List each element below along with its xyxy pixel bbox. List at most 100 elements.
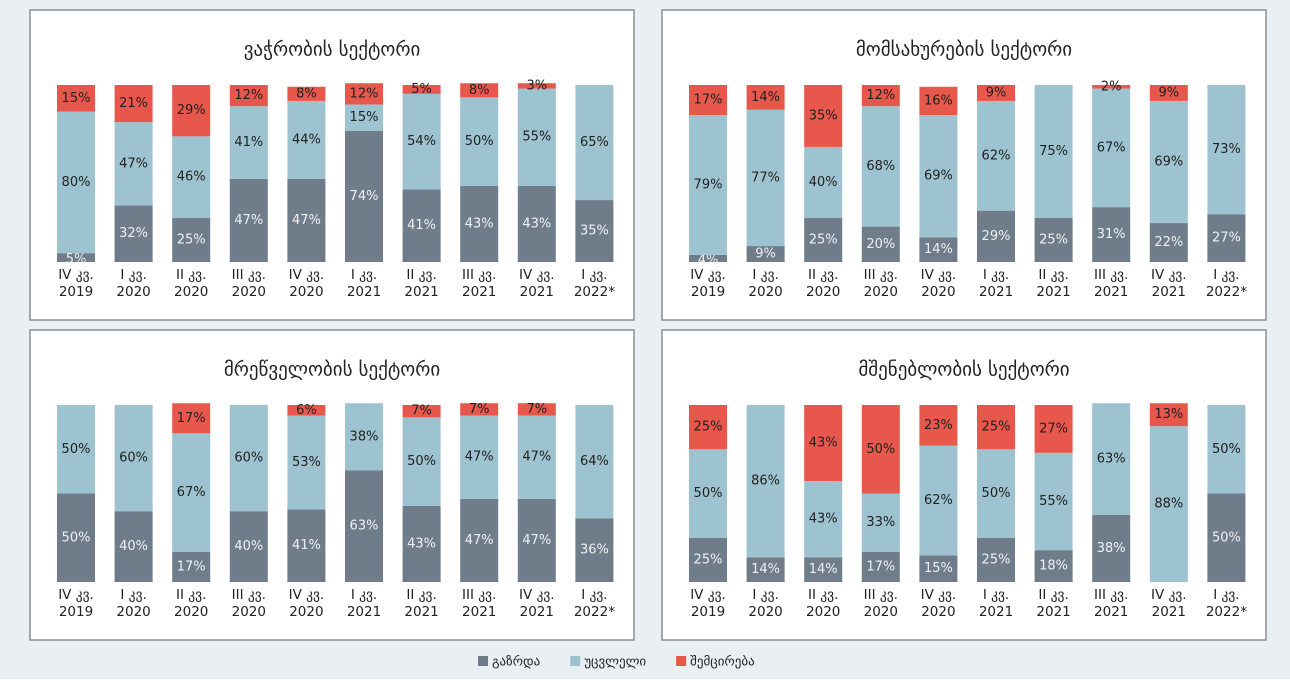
bar-segment <box>861 551 900 582</box>
bar-segment <box>689 85 727 116</box>
x-tick-label: IV კვ. <box>1151 267 1187 283</box>
data-label: 7% <box>469 402 490 417</box>
data-label: 50% <box>62 442 91 457</box>
bar-segment <box>517 403 556 416</box>
data-label: 64% <box>580 454 609 469</box>
bar-segment <box>345 83 383 105</box>
bar-segment <box>172 85 211 137</box>
data-label: 79% <box>694 178 723 193</box>
x-tick-label: IV კვ. <box>289 267 325 283</box>
bar-segment <box>977 405 1015 450</box>
data-label: 35% <box>580 224 609 239</box>
bar-segment <box>1034 85 1073 218</box>
bar-segment <box>689 405 727 450</box>
bar-segment <box>1149 100 1188 224</box>
x-tick-label: III კვ. <box>462 587 496 603</box>
data-label: 32% <box>119 226 148 241</box>
x-tick-label: 2021 <box>1152 604 1186 620</box>
x-tick-label: II კვ. <box>808 587 838 603</box>
data-label: 86% <box>751 474 780 489</box>
data-label: 43% <box>522 216 551 231</box>
x-tick-label: II კვ. <box>176 267 206 283</box>
data-label: 50% <box>1212 530 1241 545</box>
chart-title: მომსახურების სექტორი <box>856 39 1072 61</box>
x-tick-label: 2020 <box>748 604 782 620</box>
x-tick-label: I კვ. <box>983 267 1009 283</box>
data-label: 50% <box>62 530 91 545</box>
data-label: 17% <box>177 411 206 426</box>
data-label: 47% <box>465 450 494 465</box>
bar-segment <box>1149 85 1188 101</box>
bar-segment <box>287 509 326 582</box>
data-label: 12% <box>866 88 895 103</box>
data-label: 17% <box>177 559 206 574</box>
data-label: 23% <box>924 418 953 433</box>
data-label: 43% <box>407 536 436 551</box>
data-label: 47% <box>119 156 148 171</box>
bar-segment <box>1207 493 1246 582</box>
x-tick-label: 2020 <box>289 284 323 300</box>
x-tick-label: 2021 <box>1152 284 1186 300</box>
bar-segment <box>804 405 843 482</box>
data-label: 14% <box>924 242 953 257</box>
data-label: 46% <box>177 170 206 185</box>
data-label: 27% <box>1212 231 1241 246</box>
data-label: 50% <box>866 442 895 457</box>
x-tick-label: IV კვ. <box>58 267 94 283</box>
data-label: 7% <box>526 402 547 417</box>
x-tick-label: I კვ. <box>581 587 607 603</box>
data-label: 7% <box>411 404 432 419</box>
data-label: 40% <box>234 539 263 554</box>
x-tick-label: III კვ. <box>864 587 898 603</box>
x-tick-label: I კვ. <box>983 587 1009 603</box>
data-label: 43% <box>809 512 838 527</box>
bar-segment <box>57 85 95 112</box>
bar-segment <box>919 405 958 446</box>
data-label: 67% <box>1097 140 1126 155</box>
data-label: 53% <box>292 455 321 470</box>
data-label: 47% <box>292 213 321 228</box>
data-label: 22% <box>1154 235 1183 250</box>
bar-segment <box>517 83 556 89</box>
data-label: 16% <box>924 93 953 108</box>
legend-label: უცვლელი <box>584 655 646 670</box>
data-label: 2% <box>1101 79 1122 94</box>
bar-segment <box>114 85 153 123</box>
x-tick-label: I კვ. <box>1213 587 1239 603</box>
data-label: 74% <box>350 189 379 204</box>
data-label: 73% <box>1212 142 1241 157</box>
data-label: 43% <box>465 216 494 231</box>
bar-segment <box>861 106 900 227</box>
data-label: 14% <box>751 562 780 577</box>
data-label: 41% <box>407 218 436 233</box>
x-tick-label: IV კვ. <box>519 267 555 283</box>
data-label: 25% <box>982 420 1011 435</box>
chart-title: მშენებლობის სექტორი <box>858 359 1069 381</box>
x-tick-label: II კვ. <box>176 587 206 603</box>
bar-segment <box>287 405 326 416</box>
bar-segment <box>977 537 1015 582</box>
data-label: 47% <box>522 533 551 548</box>
x-tick-label: 2021 <box>1036 284 1070 300</box>
x-tick-label: 2021 <box>404 604 438 620</box>
data-label: 14% <box>809 562 838 577</box>
bar-segment <box>517 498 556 582</box>
data-label: 77% <box>751 170 780 185</box>
data-label: 5% <box>66 252 87 267</box>
data-label: 35% <box>809 108 838 123</box>
data-label: 12% <box>350 86 379 101</box>
bar-segment <box>114 511 153 582</box>
x-tick-label: IV კვ. <box>289 587 325 603</box>
bar-segment <box>460 83 499 98</box>
x-tick-label: 2021 <box>1094 284 1128 300</box>
bar-segment <box>345 131 383 262</box>
data-label: 27% <box>1039 421 1068 436</box>
bar-segment <box>287 178 326 262</box>
x-tick-label: II კვ. <box>1038 267 1068 283</box>
data-label: 68% <box>866 159 895 174</box>
data-label: 47% <box>465 533 494 548</box>
bar-segment <box>57 405 95 494</box>
x-tick-label: 2019 <box>59 604 93 620</box>
x-tick-label: 2022* <box>574 604 615 620</box>
